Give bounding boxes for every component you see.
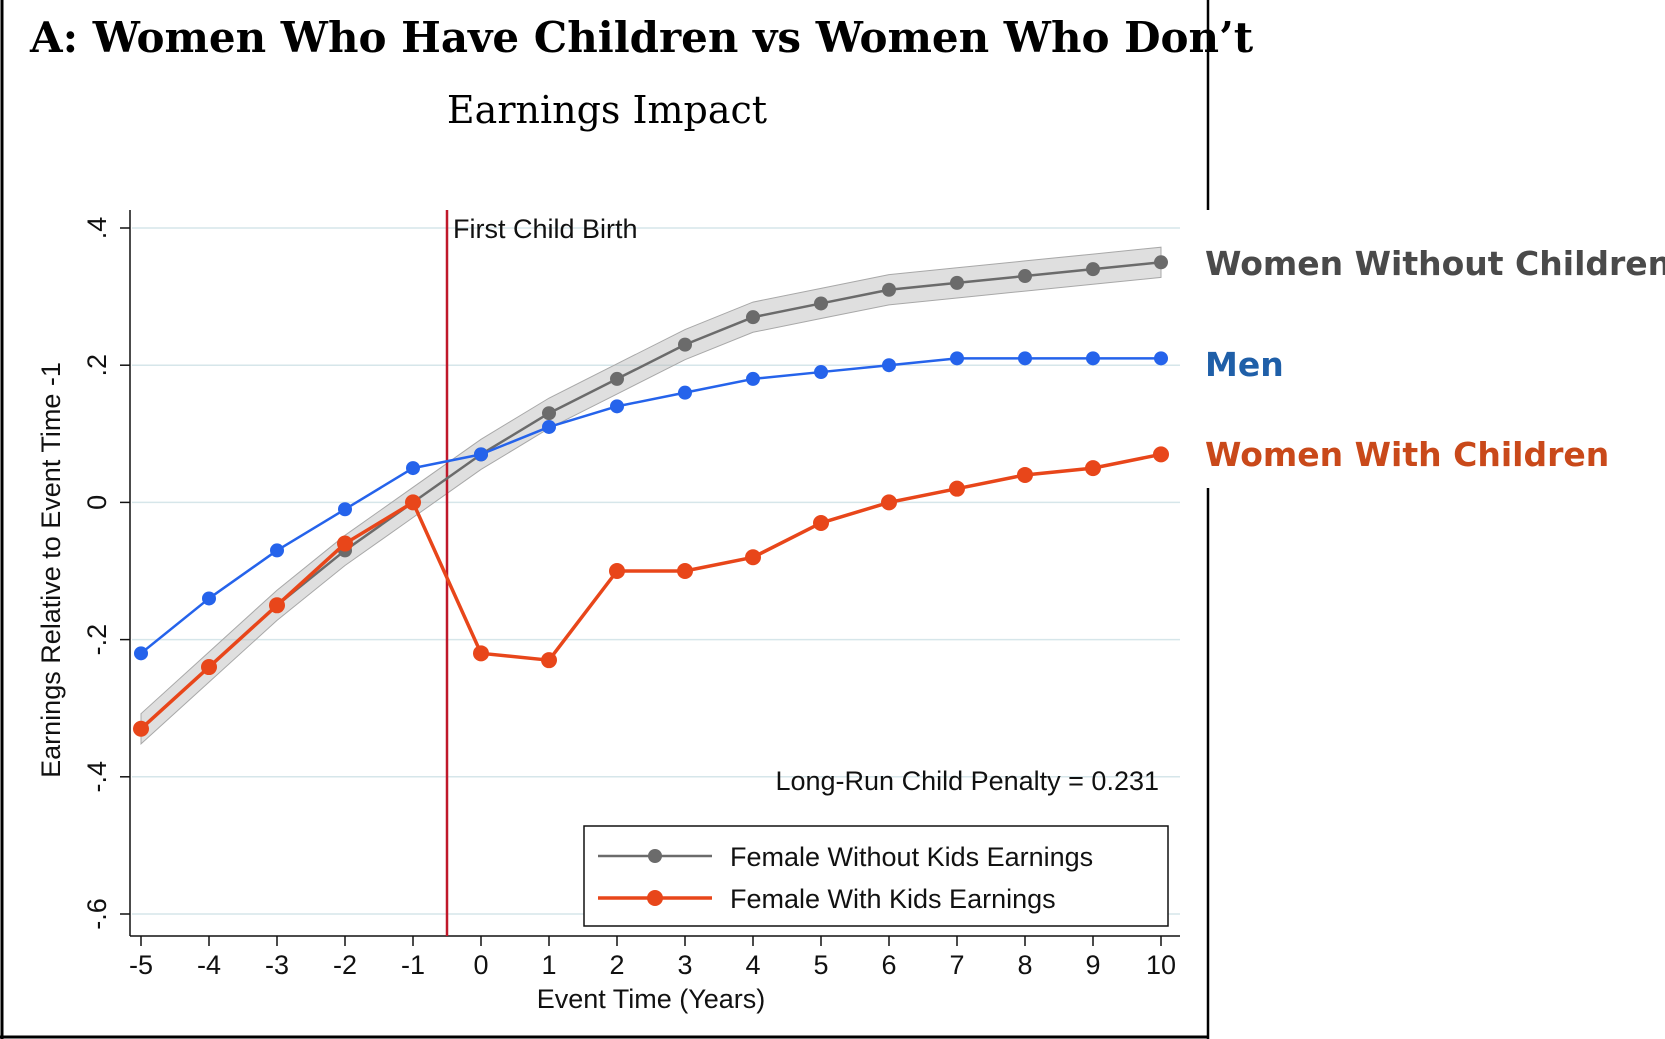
point-red	[337, 535, 353, 552]
point-red	[1153, 446, 1169, 463]
x-tick-label: -5	[129, 950, 153, 980]
point-blue	[134, 646, 148, 661]
series-line-blue	[140, 357, 1161, 655]
end-label-blue: Men	[1205, 345, 1284, 384]
point-blue	[1086, 351, 1100, 366]
point-blue	[474, 447, 488, 462]
y-tick-label: -.6	[82, 898, 112, 930]
series-line-gray	[140, 261, 1162, 730]
x-axis-title: Event Time (Years)	[537, 984, 766, 1014]
point-red	[269, 597, 285, 614]
x-tick-label: 7	[949, 950, 964, 980]
y-tick-label: .2	[82, 354, 112, 377]
band-0	[140, 246, 1162, 746]
x-tick-label: 1	[541, 950, 556, 980]
legend-swatch-gray-marker	[648, 849, 662, 863]
x-tick-label: 10	[1146, 950, 1176, 980]
point-blue	[338, 502, 352, 517]
point-gray	[678, 337, 692, 352]
x-tick-label: -3	[265, 950, 289, 980]
legend-label-with-kids: Female With Kids Earnings	[730, 884, 1056, 914]
y-tick-label: .4	[82, 217, 112, 240]
event-line-label: First Child Birth	[453, 214, 638, 244]
point-gray	[542, 406, 556, 421]
y-tick-label: -.2	[82, 624, 112, 656]
point-blue	[1018, 351, 1032, 366]
point-red	[881, 494, 897, 511]
point-gray	[610, 371, 624, 386]
point-blue	[202, 591, 216, 606]
point-blue	[1154, 351, 1168, 366]
point-red	[473, 645, 489, 662]
legend: Female Without Kids Earnings Female With…	[583, 825, 1169, 927]
point-gray	[1018, 269, 1032, 284]
point-blue	[270, 543, 284, 558]
chart-subtitle: Earnings Impact	[447, 88, 767, 132]
point-gray	[1154, 255, 1168, 270]
series-line-red	[139, 452, 1162, 731]
x-tick-label: 9	[1085, 950, 1100, 980]
x-tick-label: 0	[473, 950, 488, 980]
point-red	[949, 480, 965, 497]
point-red	[405, 494, 421, 511]
point-blue	[950, 351, 964, 366]
end-label-gray: Women Without Children	[1205, 244, 1665, 283]
point-red	[609, 563, 625, 579]
point-blue	[882, 358, 896, 373]
child-penalty-annotation: Long-Run Child Penalty = 0.231	[775, 766, 1159, 796]
point-red	[1017, 466, 1033, 483]
x-tick-label: 4	[745, 950, 760, 980]
y-tick-label: -.4	[82, 761, 112, 793]
point-red	[133, 720, 149, 737]
point-gray	[1086, 262, 1100, 277]
axes: -.6 -.4 -.2 0 .2 .4 -5 -4 -3 -2 -1 0 1 2 3 4 5 6 7 8 9 10	[82, 210, 1180, 980]
point-red	[541, 652, 557, 669]
legend-label-without-kids: Female Without Kids Earnings	[730, 842, 1093, 872]
x-tick-label: -4	[197, 950, 221, 980]
point-red	[745, 549, 761, 566]
x-tick-label: 2	[609, 950, 624, 980]
point-blue	[406, 461, 420, 476]
chart-title: A: Women Who Have Children vs Women Who …	[29, 13, 1254, 62]
point-blue	[814, 365, 828, 380]
point-gray	[882, 282, 896, 297]
legend-swatch-red-marker	[647, 890, 663, 906]
x-tick-label: -1	[401, 950, 425, 980]
x-tick-label: 5	[813, 950, 828, 980]
point-blue	[746, 371, 760, 386]
x-tick-label: 8	[1017, 950, 1032, 980]
y-axis-title: Earnings Relative to Event Time -1	[36, 362, 66, 778]
point-blue	[542, 419, 556, 434]
series-lines	[133, 255, 1169, 737]
point-gray	[814, 296, 828, 311]
x-tick-label: 3	[677, 950, 692, 980]
point-gray	[746, 310, 760, 325]
y-tick-label: 0	[82, 495, 112, 510]
x-tick-label: -2	[333, 950, 357, 980]
point-blue	[678, 385, 692, 400]
end-label-red: Women With Children	[1205, 435, 1609, 474]
legend-box	[583, 825, 1169, 927]
point-red	[1085, 460, 1101, 477]
confidence-band	[140, 246, 1162, 746]
point-gray	[950, 275, 964, 290]
point-red	[813, 514, 829, 531]
event-line-group: First Child Birth	[445, 210, 638, 936]
point-blue	[610, 399, 624, 414]
x-tick-label: 6	[881, 950, 896, 980]
end-labels: Women Without Children Men Women With Chil…	[1205, 244, 1665, 474]
point-red	[201, 659, 217, 676]
point-red	[677, 563, 693, 579]
